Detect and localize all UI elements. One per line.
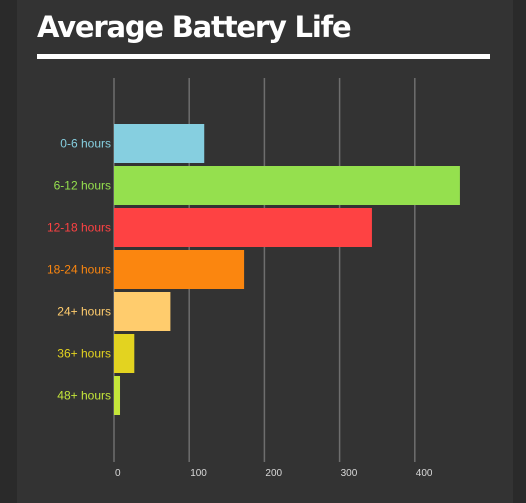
tick-label-400: 400: [416, 468, 433, 479]
bar-36-hours: [114, 334, 135, 373]
bar-18-24-hours: [114, 250, 245, 289]
bar-0-6-hours: [114, 124, 205, 163]
tick-label-300: 300: [341, 468, 358, 479]
chart-title: Average Battery Life: [37, 10, 352, 44]
bars: [114, 124, 460, 415]
tick-label-0: 0: [115, 468, 121, 479]
bar-48-hours: [114, 376, 121, 415]
title-underline: [37, 54, 490, 59]
category-label: 12-18 hours: [47, 221, 111, 235]
category-label: 6-12 hours: [54, 179, 111, 193]
category-label: 36+ hours: [57, 347, 111, 361]
bar-24-hours: [114, 292, 171, 331]
tick-label-200: 200: [265, 468, 282, 479]
category-label: 24+ hours: [57, 305, 111, 319]
tick-label-100: 100: [190, 468, 207, 479]
category-labels: 0-6 hours 6-12 hours 12-18 hours 18-24 hour…: [47, 137, 111, 403]
category-label: 18-24 hours: [47, 263, 111, 277]
category-label: 0-6 hours: [60, 137, 111, 151]
tick-labels: 0 100 200 300 400: [115, 468, 433, 479]
bar-12-18-hours: [114, 208, 372, 247]
bar-6-12-hours: [114, 166, 460, 205]
category-label: 48+ hours: [57, 389, 111, 403]
